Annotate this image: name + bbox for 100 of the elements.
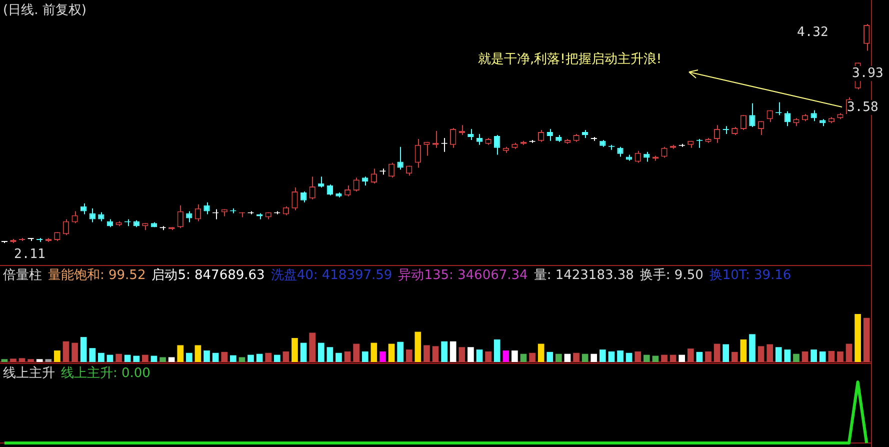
bar: [634, 351, 642, 362]
candlestick: [617, 146, 624, 158]
bar: [80, 337, 87, 362]
annotation: 就是干净,利落!把握启动主升浪!: [478, 51, 662, 68]
bar: [336, 352, 342, 362]
bar: [309, 332, 316, 362]
annotation: 3.93: [852, 66, 884, 81]
bar: [758, 346, 764, 362]
text: 量: 1423183.38: [534, 268, 634, 283]
bar: [485, 351, 492, 362]
candlestick: [458, 124, 465, 136]
bar: [529, 352, 536, 362]
bar: [370, 342, 378, 362]
candlestick: [494, 134, 500, 156]
bar: [106, 354, 114, 362]
candlestick: [546, 128, 553, 142]
bar: [854, 314, 861, 362]
bar: [274, 354, 280, 362]
bar: [775, 347, 782, 362]
text: 线上主升: [3, 366, 55, 381]
text: 换10T: 39.16: [709, 268, 792, 283]
bar: [388, 344, 395, 362]
bar: [168, 357, 175, 362]
bar: [810, 350, 817, 362]
bar: [194, 345, 202, 362]
bar: [265, 352, 272, 362]
bar: [450, 341, 456, 362]
bar: [177, 345, 184, 362]
bar: [300, 342, 307, 362]
bar: [617, 350, 624, 362]
bar: [221, 352, 228, 362]
bar: [36, 359, 43, 362]
bar: [441, 341, 448, 362]
candlestick: [644, 151, 650, 162]
bar: [362, 351, 368, 362]
bar: [502, 350, 510, 362]
bar: [546, 352, 554, 362]
bar: [661, 354, 668, 362]
bar: [714, 344, 720, 362]
bar: [643, 354, 650, 362]
text: 启动5: 847689.63: [152, 268, 265, 283]
bar: [353, 344, 360, 362]
bar: [318, 342, 324, 362]
bar: [494, 339, 500, 362]
candlestick: [204, 202, 210, 215]
bar: [54, 350, 60, 362]
bar: [204, 350, 210, 362]
bar: [670, 354, 676, 362]
text: 2.11: [14, 247, 46, 262]
bar: [62, 341, 70, 362]
candlestick: [292, 187, 298, 211]
bar: [705, 351, 712, 362]
bar: [18, 358, 26, 362]
bar: [476, 350, 483, 362]
bar: [406, 350, 412, 362]
candlestick: [397, 146, 404, 170]
candlestick: [414, 138, 421, 168]
bar: [1, 359, 8, 362]
bar: [520, 354, 527, 362]
candlestick: [353, 177, 360, 192]
bar: [238, 357, 246, 362]
bar: [802, 351, 808, 362]
bar: [28, 359, 34, 362]
text: 洗盘40: 418397.59: [270, 268, 392, 283]
bar: [256, 354, 263, 362]
bar: [731, 352, 738, 362]
chart-title: (日线. 前复权): [3, 3, 86, 18]
candlestick: [62, 218, 70, 236]
bar: [45, 359, 52, 362]
bar: [98, 352, 104, 362]
bar: [793, 354, 800, 362]
bar: [133, 356, 140, 362]
candlestick: [450, 128, 456, 148]
annotation: 4.32: [797, 25, 828, 40]
candlestick: [740, 114, 747, 131]
candlestick: [388, 162, 395, 178]
bar: [230, 355, 236, 362]
bar: [837, 351, 844, 362]
text: 线上主升: 0.00: [61, 366, 150, 381]
bar: [556, 354, 562, 362]
bar: [678, 354, 686, 362]
candlestick: [309, 176, 316, 200]
bar: [819, 351, 826, 362]
bar: [10, 358, 16, 362]
bar: [248, 354, 254, 362]
bar: [424, 345, 430, 362]
bar: [326, 347, 334, 362]
bar: [828, 350, 835, 362]
bar: [160, 357, 166, 362]
candlestick: [864, 24, 870, 52]
bar: [282, 351, 290, 362]
bar: [212, 352, 219, 362]
bar: [116, 354, 122, 362]
bar: [687, 348, 694, 362]
bar: [626, 352, 632, 362]
candlestick: [749, 102, 756, 128]
bar: [344, 351, 351, 362]
bar: [599, 350, 606, 362]
bar: [749, 334, 756, 362]
candlestick: [177, 204, 184, 229]
